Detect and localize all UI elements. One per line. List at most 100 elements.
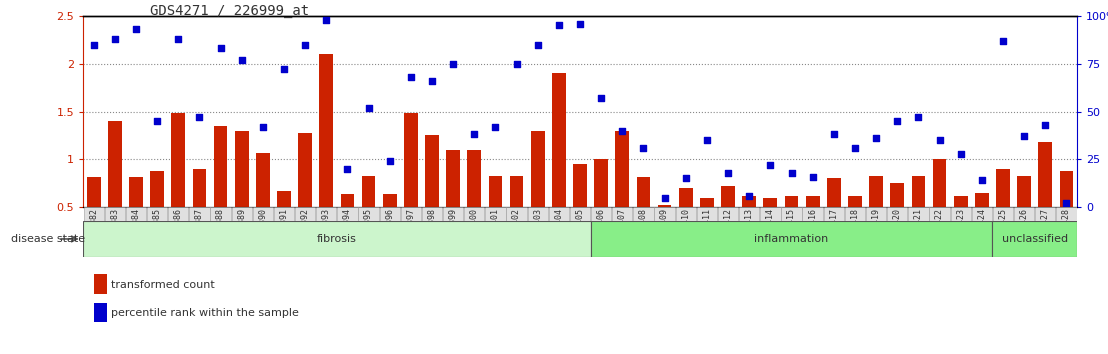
Text: GSM380423: GSM380423: [956, 208, 965, 253]
Text: GSM380422: GSM380422: [935, 208, 944, 253]
FancyBboxPatch shape: [1035, 207, 1056, 221]
Text: GSM380420: GSM380420: [893, 208, 902, 253]
Text: GSM380414: GSM380414: [766, 208, 774, 253]
Bar: [975, 193, 988, 207]
Point: [910, 114, 927, 120]
Bar: [891, 183, 904, 207]
FancyBboxPatch shape: [570, 207, 591, 221]
Point: [677, 176, 695, 181]
Text: GSM380427: GSM380427: [1040, 208, 1049, 253]
Text: GSM380396: GSM380396: [386, 208, 394, 253]
FancyBboxPatch shape: [443, 207, 463, 221]
FancyBboxPatch shape: [380, 207, 400, 221]
Point: [847, 145, 864, 151]
Point: [572, 21, 589, 27]
FancyBboxPatch shape: [274, 207, 294, 221]
Bar: [86, 177, 101, 207]
Bar: [447, 150, 460, 207]
Point: [593, 95, 611, 101]
FancyBboxPatch shape: [823, 207, 844, 221]
Bar: [298, 132, 312, 207]
FancyBboxPatch shape: [802, 207, 823, 221]
FancyBboxPatch shape: [613, 207, 633, 221]
Point: [825, 132, 843, 137]
FancyBboxPatch shape: [993, 221, 1077, 257]
Point: [465, 132, 483, 137]
Text: percentile rank within the sample: percentile rank within the sample: [111, 308, 299, 318]
FancyBboxPatch shape: [888, 207, 907, 221]
Bar: [319, 54, 334, 207]
FancyBboxPatch shape: [83, 221, 591, 257]
Bar: [912, 176, 925, 207]
Bar: [700, 199, 714, 207]
Text: GSM380383: GSM380383: [111, 208, 120, 253]
Point: [127, 27, 145, 32]
Text: GSM380418: GSM380418: [851, 208, 860, 253]
Bar: [848, 196, 862, 207]
Bar: [637, 177, 650, 207]
Text: GSM380392: GSM380392: [300, 208, 309, 253]
Point: [1036, 122, 1054, 128]
FancyBboxPatch shape: [83, 207, 104, 221]
Point: [106, 36, 124, 42]
Point: [381, 158, 399, 164]
Point: [444, 61, 462, 67]
Text: GSM380382: GSM380382: [89, 208, 99, 253]
FancyBboxPatch shape: [718, 207, 738, 221]
Point: [254, 124, 271, 130]
Text: GSM380389: GSM380389: [237, 208, 246, 253]
Text: disease state: disease state: [11, 234, 85, 244]
Bar: [679, 188, 692, 207]
Text: GSM380395: GSM380395: [365, 208, 373, 253]
Point: [402, 74, 420, 80]
Bar: [235, 131, 248, 207]
Text: GSM380417: GSM380417: [829, 208, 839, 253]
Text: GSM380416: GSM380416: [808, 208, 817, 253]
FancyBboxPatch shape: [739, 207, 759, 221]
Bar: [742, 196, 756, 207]
Text: GSM380404: GSM380404: [554, 208, 563, 253]
Text: GSM380407: GSM380407: [618, 208, 627, 253]
Text: GSM380413: GSM380413: [745, 208, 753, 253]
FancyBboxPatch shape: [697, 207, 717, 221]
FancyBboxPatch shape: [211, 207, 230, 221]
Text: GSM380403: GSM380403: [533, 208, 542, 253]
FancyBboxPatch shape: [358, 207, 379, 221]
Point: [85, 42, 103, 47]
Text: GDS4271 / 226999_at: GDS4271 / 226999_at: [150, 4, 309, 18]
Bar: [933, 159, 946, 207]
Bar: [1059, 171, 1074, 207]
Text: GSM380405: GSM380405: [575, 208, 585, 253]
Text: GSM380394: GSM380394: [343, 208, 352, 253]
Bar: [552, 73, 566, 207]
Text: GSM380406: GSM380406: [597, 208, 606, 253]
Bar: [425, 135, 439, 207]
Point: [698, 137, 716, 143]
Text: GSM380385: GSM380385: [153, 208, 162, 253]
Text: GSM380397: GSM380397: [407, 208, 416, 253]
Bar: [193, 169, 206, 207]
FancyBboxPatch shape: [126, 207, 146, 221]
Bar: [468, 150, 481, 207]
FancyBboxPatch shape: [972, 207, 992, 221]
Bar: [214, 126, 227, 207]
Point: [973, 177, 991, 183]
Point: [1057, 200, 1075, 206]
Bar: [277, 191, 291, 207]
Text: GSM380402: GSM380402: [512, 208, 521, 253]
FancyBboxPatch shape: [1014, 207, 1034, 221]
FancyBboxPatch shape: [295, 207, 316, 221]
Text: GSM380390: GSM380390: [258, 208, 267, 253]
Text: GSM380387: GSM380387: [195, 208, 204, 253]
Point: [191, 114, 208, 120]
Point: [803, 174, 821, 179]
Bar: [806, 196, 820, 207]
Bar: [404, 113, 418, 207]
FancyBboxPatch shape: [844, 207, 865, 221]
Text: unclassified: unclassified: [1002, 234, 1068, 244]
Bar: [827, 178, 841, 207]
FancyBboxPatch shape: [591, 207, 612, 221]
Point: [761, 162, 779, 168]
Text: GSM380391: GSM380391: [279, 208, 288, 253]
FancyBboxPatch shape: [1056, 207, 1077, 221]
